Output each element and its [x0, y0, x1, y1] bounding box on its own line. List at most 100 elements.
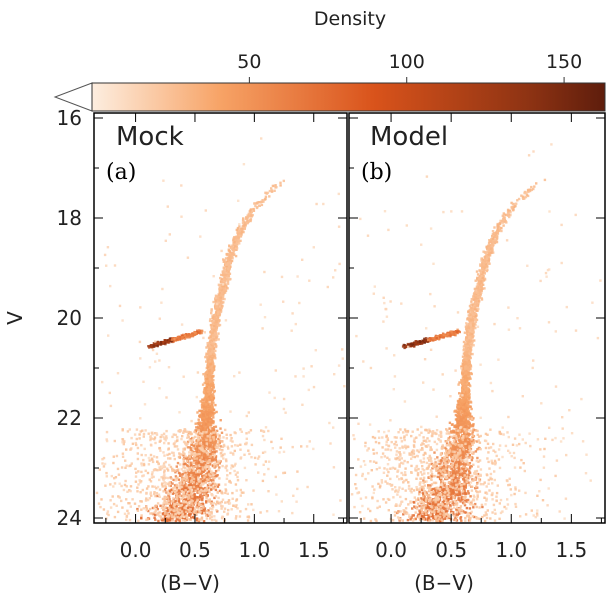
density-cell: [183, 456, 187, 460]
density-cell: [192, 510, 195, 514]
density-cell: [220, 440, 224, 443]
density-cell: [157, 343, 161, 346]
density-cell: [163, 515, 167, 518]
density-cell: [434, 493, 437, 496]
density-cell: [197, 438, 200, 441]
density-cell: [117, 495, 120, 498]
density-cell: [216, 442, 220, 446]
density-cell: [305, 445, 309, 448]
density-cell: [206, 370, 209, 373]
density-cell: [205, 494, 208, 498]
density-cell: [205, 360, 208, 363]
density-cell: [177, 519, 180, 522]
density-cell: [192, 515, 195, 519]
density-cell: [212, 433, 216, 437]
density-cell: [140, 462, 143, 465]
density-cell: [215, 336, 218, 339]
density-cell: [103, 462, 107, 466]
density-cell: [241, 221, 245, 225]
density-cell: [232, 250, 235, 253]
density-cell: [202, 450, 205, 453]
density-cell: [208, 372, 212, 376]
density-cell: [167, 516, 170, 519]
density-cell: [203, 477, 206, 480]
density-cell: [224, 428, 227, 432]
density-cell: [125, 464, 128, 467]
density-cell: [149, 491, 152, 494]
density-cell: [228, 245, 231, 248]
density-cell: [179, 502, 182, 505]
density-cell: [203, 492, 206, 495]
density-cell: [409, 518, 412, 521]
density-cell: [223, 280, 227, 284]
density-cell: [165, 429, 168, 433]
density-cell: [140, 480, 143, 483]
density-cell: [468, 507, 472, 510]
density-cell: [103, 253, 107, 257]
density-cell: [172, 487, 175, 490]
density-cell: [145, 506, 148, 509]
density-cell: [163, 454, 166, 457]
density-cell: [184, 519, 187, 522]
density-cell: [145, 492, 148, 495]
density-cell: [204, 444, 208, 447]
density-cell: [261, 451, 265, 454]
density-cell: [181, 473, 185, 476]
density-cell: [195, 461, 198, 464]
density-cell: [212, 346, 216, 349]
density-cell: [456, 405, 459, 409]
density-cell: [112, 502, 116, 506]
density-cell: [216, 461, 220, 464]
density-cell: [474, 279, 477, 282]
density-cell: [273, 184, 276, 188]
density-cell: [210, 518, 214, 522]
density-cell: [192, 456, 196, 459]
density-cell: [472, 417, 475, 420]
density-cell: [182, 466, 185, 469]
density-cell: [214, 495, 218, 498]
density-cell: [243, 221, 247, 225]
density-cell: [197, 429, 200, 432]
density-cell: [115, 454, 119, 458]
density-cell: [168, 452, 171, 456]
density-cell: [210, 502, 213, 505]
density-cell: [142, 380, 145, 383]
density-cell: [149, 436, 152, 439]
density-cell: [208, 417, 212, 420]
density-cell: [279, 184, 282, 187]
density-cell: [125, 498, 128, 501]
density-cell: [179, 486, 182, 489]
density-cell: [150, 437, 153, 440]
density-cell: [516, 199, 519, 202]
density-cell: [206, 356, 209, 359]
density-cell: [171, 512, 174, 515]
density-cell: [213, 451, 216, 454]
density-cell: [187, 435, 190, 439]
density-cell: [468, 395, 471, 399]
y-tick-label: 24: [57, 506, 82, 530]
density-cell: [219, 460, 222, 463]
density-cell: [116, 372, 120, 375]
density-cell: [175, 497, 179, 501]
density-cell: [177, 429, 180, 433]
density-cell: [153, 492, 156, 496]
density-cell: [180, 490, 184, 493]
density-cell: [204, 355, 207, 359]
density-cell: [491, 240, 494, 243]
density-cell: [230, 259, 234, 263]
density-cell: [189, 477, 192, 480]
y-tick-label: 16: [57, 106, 82, 130]
density-cell: [179, 335, 182, 339]
density-cell: [259, 303, 262, 306]
density-cell: [267, 429, 270, 433]
density-cell: [254, 204, 257, 208]
density-cell: [161, 485, 164, 488]
density-cell: [469, 371, 473, 375]
density-cell: [257, 204, 261, 207]
density-cell: [204, 466, 207, 469]
density-cell: [234, 254, 238, 258]
density-cell: [217, 496, 220, 500]
density-cell: [214, 486, 217, 490]
density-cell: [274, 475, 277, 479]
density-cell: [239, 448, 242, 451]
